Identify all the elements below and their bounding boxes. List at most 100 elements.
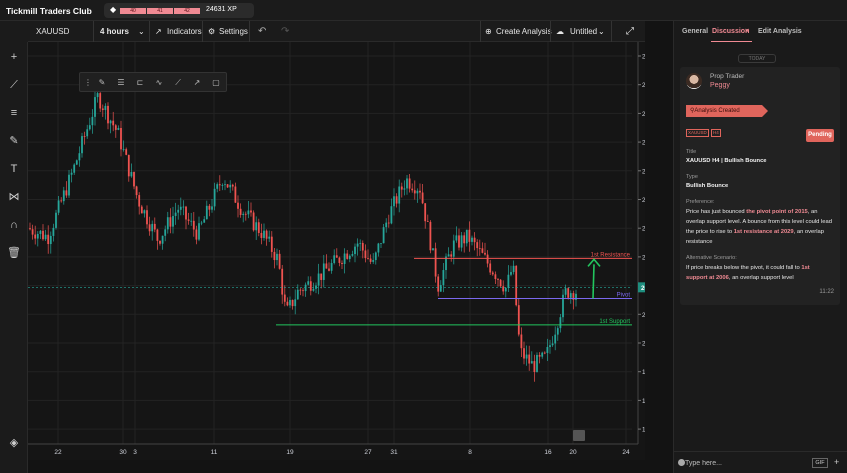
candle-body <box>286 301 289 306</box>
candle-body <box>541 352 544 357</box>
fullscreen-icon[interactable]: ⤢ <box>626 26 634 37</box>
candle-body <box>476 242 479 249</box>
candle-body <box>455 235 458 241</box>
candle-body <box>273 251 276 261</box>
interval-selector[interactable]: 4 hours <box>100 27 129 36</box>
candle-body <box>406 178 408 189</box>
candle-body <box>510 272 512 275</box>
symbol-tag: XAUUSD <box>686 129 709 137</box>
layers-icon[interactable]: ◈ <box>9 437 19 449</box>
status-banner: ⚲Analysis Created <box>686 105 762 117</box>
tab-general[interactable]: General <box>682 28 709 35</box>
candle-body <box>88 125 91 130</box>
candle-body <box>268 236 271 239</box>
add-attachment-icon[interactable]: + <box>834 457 840 467</box>
create-analysis-button[interactable]: Create Analysis <box>496 27 552 36</box>
candle-body <box>86 129 89 137</box>
candle-body <box>83 136 86 137</box>
candle-body <box>57 200 60 213</box>
pencil-icon[interactable]: ✎ <box>98 78 106 87</box>
date-tick-label: 31 <box>390 449 398 456</box>
xp-progress: ◆ 40 41 42 24631 XP <box>104 3 254 18</box>
candle-body <box>471 237 473 242</box>
rectangle-icon[interactable]: ▢ <box>212 78 220 87</box>
candle-body <box>377 243 380 253</box>
candle-body <box>203 219 206 223</box>
user-name[interactable]: Peggy <box>710 82 730 89</box>
candle-body <box>104 105 107 111</box>
redo-icon[interactable]: ↷ <box>281 26 290 37</box>
candle-body <box>494 274 497 280</box>
date-tick-label: 27 <box>364 449 372 456</box>
date-tick-label: 19 <box>286 449 294 456</box>
candle-body <box>309 281 312 291</box>
symbol-selector[interactable]: XAUUSD <box>36 27 70 36</box>
curve-icon[interactable]: ∿ <box>155 78 163 87</box>
candle-body <box>567 288 570 298</box>
candle-body <box>302 290 304 292</box>
settings-button[interactable]: Settings <box>219 27 248 36</box>
candle-body <box>195 229 198 240</box>
plus-circle-icon[interactable]: ⊕ <box>485 27 492 36</box>
indicators-button[interactable]: Indicators <box>167 27 202 36</box>
tab-edit-analysis[interactable]: Edit Analysis <box>758 28 802 35</box>
candle-body <box>109 120 112 124</box>
price-tick-label: 1980.00 <box>642 398 645 405</box>
candle-body <box>42 230 44 240</box>
candle-body <box>159 240 161 244</box>
indicators-icon[interactable]: ↗ <box>155 27 162 36</box>
candle-body <box>320 273 323 280</box>
chart-right-strip <box>645 21 673 473</box>
close-icon[interactable]: × <box>745 28 750 35</box>
magnet-icon[interactable]: ∩ <box>10 219 18 231</box>
goto-realtime-icon <box>573 430 585 441</box>
trendline-icon[interactable]: ⟋ <box>10 79 18 91</box>
preference-text: Price has just bounced the pivot point o… <box>686 209 832 245</box>
left-toolbar-header <box>0 21 28 42</box>
candle-body <box>445 256 447 271</box>
candle-body <box>491 272 494 275</box>
pattern-icon[interactable]: ⋈ <box>8 191 20 203</box>
candle-body <box>47 234 50 245</box>
chevron-down-icon[interactable]: ⌄ <box>598 27 605 36</box>
candle-body <box>530 361 533 364</box>
candle-body <box>39 230 42 234</box>
chevron-down-icon[interactable]: ⌄ <box>138 27 145 36</box>
ray-icon[interactable]: ↗ <box>193 78 201 87</box>
date-tick-label: 16 <box>544 449 552 456</box>
tab-discussion[interactable]: Discussion <box>712 28 750 35</box>
cloud-icon[interactable]: ☁ <box>556 27 564 36</box>
alternative-label: Alternative Scenario: <box>686 255 737 261</box>
candle-body <box>346 253 349 259</box>
candle-body <box>564 288 567 295</box>
lines-icon[interactable]: ☰ <box>117 78 125 87</box>
candle-body <box>229 184 232 188</box>
emoji-icon[interactable] <box>678 459 685 466</box>
candle-body <box>250 210 252 213</box>
brush-icon[interactable]: ✎ <box>9 135 19 147</box>
text-icon[interactable]: T <box>10 163 18 175</box>
status-badge: Pending <box>806 129 834 142</box>
gif-button[interactable]: GIF <box>812 458 828 468</box>
message-input[interactable] <box>685 455 805 471</box>
candle-body <box>434 248 437 277</box>
candle-body <box>31 229 34 235</box>
candle-body <box>153 223 156 230</box>
drag-handle-icon[interactable]: ⋮ <box>84 78 92 87</box>
candle-body <box>484 252 486 255</box>
fib-icon[interactable]: ≡ <box>10 107 18 119</box>
channel-icon[interactable]: ⊏ <box>136 78 144 87</box>
candle-body <box>101 108 104 111</box>
candle-body <box>546 346 549 353</box>
layout-name[interactable]: Untitled <box>570 27 598 36</box>
candle-body <box>356 243 359 247</box>
undo-icon[interactable]: ↶ <box>258 26 267 37</box>
candle-body <box>281 268 284 295</box>
price-chart[interactable]: 2100.00 2090.00 2080.00 2070.00 2060.00 2050.… <box>28 42 645 460</box>
crosshair-icon[interactable]: + <box>10 51 18 63</box>
line-icon[interactable]: ⟋ <box>175 78 181 87</box>
gear-icon[interactable]: ⚙ <box>208 27 216 36</box>
trash-icon[interactable]: 🗑 <box>7 247 21 259</box>
candle-body <box>497 279 499 280</box>
chart-canvas[interactable]: 2100.00 2090.00 2080.00 2070.00 2060.00 2050.… <box>28 42 645 460</box>
